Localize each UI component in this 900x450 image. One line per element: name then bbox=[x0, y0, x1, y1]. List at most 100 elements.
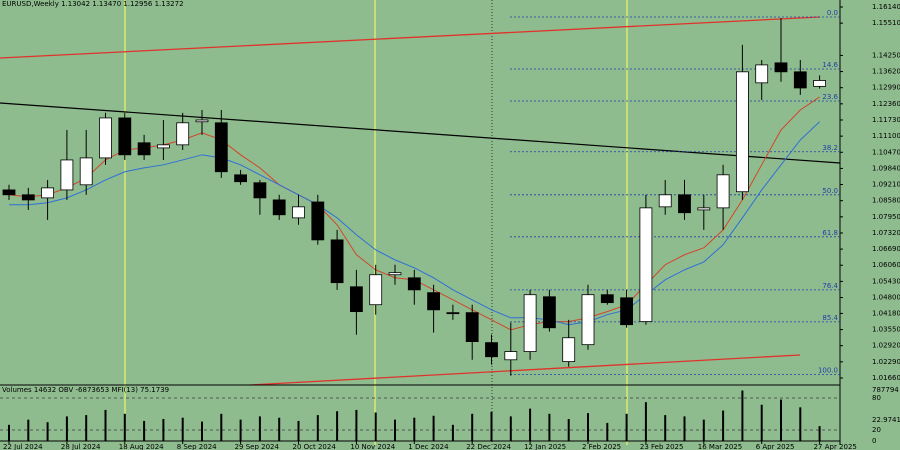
candle-body bbox=[427, 292, 441, 311]
candle-body bbox=[137, 142, 151, 156]
candle-body bbox=[60, 159, 74, 191]
y-tick-label: 1.06060 bbox=[872, 261, 900, 269]
fib-label: 85.4 bbox=[822, 314, 838, 322]
x-tick-label: 29 Sep 2024 bbox=[235, 443, 280, 450]
y-tick-label: 1.12360 bbox=[872, 100, 900, 108]
y-tick-label: 1.01660 bbox=[872, 374, 900, 382]
y-tick-label: 1.10470 bbox=[872, 148, 900, 156]
candle-body bbox=[658, 194, 672, 208]
y-tick-label: 1.09210 bbox=[872, 181, 900, 189]
candle-body bbox=[523, 294, 537, 352]
y-tick-label: 1.02290 bbox=[872, 358, 900, 366]
y-tick-label: 1.11730 bbox=[872, 116, 900, 124]
fib-label: 38.2 bbox=[822, 144, 838, 152]
x-tick-label: 20 Oct 2024 bbox=[293, 443, 337, 450]
x-tick-label: 10 Nov 2024 bbox=[350, 443, 395, 450]
candle-body bbox=[41, 187, 54, 199]
fib-label: 0.0 bbox=[827, 9, 838, 17]
candle-body bbox=[349, 286, 363, 313]
trend-line bbox=[0, 102, 841, 164]
candle-body bbox=[21, 194, 35, 201]
candle-body bbox=[755, 64, 769, 84]
y-tick-label: 0 bbox=[872, 437, 876, 445]
candle-body bbox=[813, 80, 826, 87]
candle-body bbox=[272, 199, 286, 216]
trend-line bbox=[249, 354, 801, 386]
candle-body bbox=[504, 351, 518, 361]
candle-body bbox=[253, 182, 267, 199]
candle-body bbox=[330, 239, 344, 284]
x-tick-label: 12 Jan 2025 bbox=[524, 443, 566, 450]
candle-body bbox=[292, 206, 305, 219]
candle-body bbox=[600, 294, 614, 304]
x-tick-label: 1 Dec 2024 bbox=[408, 443, 449, 450]
candle-body bbox=[793, 71, 807, 89]
candle-body bbox=[543, 296, 556, 329]
candle-body bbox=[562, 337, 576, 362]
x-tick-label: 22 Dec 2024 bbox=[466, 443, 511, 450]
fib-label: 61.8 bbox=[822, 229, 838, 237]
y-tick-label: 1.16140 bbox=[872, 3, 900, 11]
x-tick-label: 23 Feb 2025 bbox=[640, 443, 684, 450]
y-tick-label: 1.04180 bbox=[872, 309, 900, 317]
candle-body bbox=[736, 71, 749, 193]
y-tick-label: 1.07320 bbox=[872, 229, 900, 237]
candle-body bbox=[2, 189, 16, 196]
candle-body bbox=[678, 194, 691, 214]
candle-body bbox=[407, 277, 421, 291]
candle-body bbox=[774, 62, 788, 73]
x-tick-label: 2 Feb 2025 bbox=[582, 443, 621, 450]
y-tick-label: 1.03550 bbox=[872, 326, 900, 334]
moving-average bbox=[9, 121, 820, 326]
y-tick-label: 1.08580 bbox=[872, 197, 900, 205]
x-tick-label: 16 Mar 2025 bbox=[698, 443, 742, 450]
candle-body bbox=[485, 342, 498, 358]
y-tick-label: 1.02920 bbox=[872, 342, 900, 350]
indicator-label: 80 bbox=[872, 394, 881, 402]
fib-label: 23.6 bbox=[822, 93, 838, 101]
chart-title: EURUSD,Weekly 1.13042 1.13470 1.12956 1.… bbox=[2, 0, 184, 8]
candle-body bbox=[639, 207, 653, 323]
fib-label: 76.4 bbox=[822, 282, 838, 290]
y-tick-label: 1.07950 bbox=[872, 213, 900, 221]
candle-body bbox=[581, 294, 595, 346]
fib-label: 14.6 bbox=[822, 61, 838, 69]
y-tick-label: 1.04800 bbox=[872, 294, 900, 302]
candle-body bbox=[195, 119, 209, 123]
y-tick-label: 1.05430 bbox=[872, 277, 900, 285]
x-tick-label: 28 Jul 2024 bbox=[61, 443, 101, 450]
layout bbox=[0, 0, 841, 445]
y-tick-label: 1.06690 bbox=[872, 245, 900, 253]
candle-body bbox=[311, 201, 325, 241]
indicator-title: Volumes 14632 OBV -6873653 MFI(13) 75.17… bbox=[2, 386, 169, 394]
x-tick-label: 18 Aug 2024 bbox=[119, 443, 164, 450]
x-tick-label: 22 Jul 2024 bbox=[3, 443, 43, 450]
candle-body bbox=[234, 174, 248, 183]
candle-body bbox=[176, 122, 190, 146]
candle-body bbox=[716, 174, 730, 209]
fib-label: 100.0 bbox=[818, 367, 838, 375]
x-tick-label: 8 Sep 2024 bbox=[177, 443, 217, 450]
y-tick-label: 1.12990 bbox=[872, 84, 900, 92]
y-tick-label: 1.11100 bbox=[872, 132, 900, 140]
candle-body bbox=[79, 157, 93, 186]
indicator-label: 22.9741 bbox=[872, 416, 900, 424]
candle-body bbox=[99, 117, 112, 159]
x-tick-label: 27 Apr 2025 bbox=[814, 443, 857, 450]
candle-body bbox=[620, 297, 633, 326]
candle-body bbox=[388, 272, 402, 276]
trend-line bbox=[0, 16, 821, 59]
candle-body bbox=[697, 207, 711, 211]
fib-label: 50.0 bbox=[822, 187, 838, 195]
candle-body bbox=[465, 312, 479, 342]
y-tick-label: 1.09840 bbox=[872, 164, 900, 172]
candle-body bbox=[446, 312, 460, 315]
candle-body bbox=[214, 122, 228, 173]
x-tick-label: 6 Apr 2025 bbox=[756, 443, 795, 450]
candle-body bbox=[369, 274, 383, 306]
indicator-label: 20 bbox=[872, 426, 881, 434]
y-tick-label: 1.14250 bbox=[872, 51, 900, 59]
candle-body bbox=[156, 144, 170, 149]
